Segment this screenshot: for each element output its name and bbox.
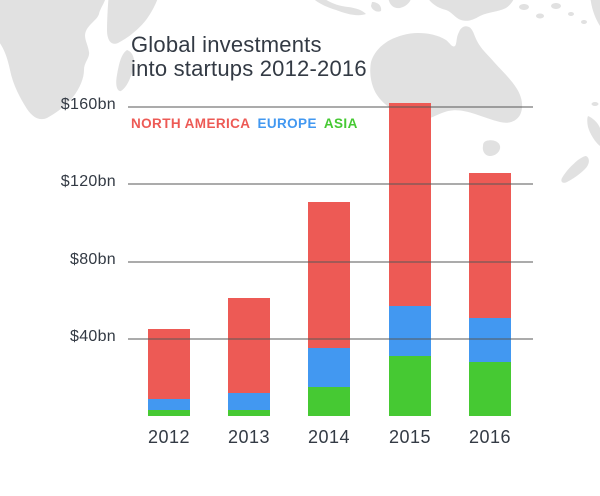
gridline-160bn <box>128 106 533 109</box>
bar-segment-2013-asia <box>228 410 270 416</box>
map-island-dot <box>581 20 587 24</box>
map-new-guinea <box>429 0 514 21</box>
bar-segment-2014-asia <box>308 387 350 416</box>
gridline-40bn <box>128 337 533 340</box>
legend-item-asia: ASIA <box>323 116 358 131</box>
x-axis-label-2016: 2016 <box>468 427 512 447</box>
map-madagascar <box>116 50 135 92</box>
map-island-dot <box>568 12 574 16</box>
chart-legend: NORTH AMERICA EUROPE ASIA <box>131 116 365 131</box>
y-tick-label-120bn: $120bn <box>60 173 116 191</box>
x-axis-label-2013: 2013 <box>227 427 271 447</box>
map-africa <box>0 0 105 120</box>
chart-title: Global investments into startups 2012-20… <box>131 33 367 81</box>
gridline-120bn <box>128 183 533 186</box>
gridline-80bn <box>128 260 533 263</box>
chart-title-line1: Global investments <box>131 32 322 57</box>
y-tick-label-40bn: $40bn <box>70 327 116 345</box>
map-tasmania <box>482 140 501 156</box>
map-arabia <box>107 0 158 44</box>
x-axis-label-2015: 2015 <box>388 427 432 447</box>
map-island-dot <box>551 3 561 9</box>
x-axis-label-2014: 2014 <box>307 427 351 447</box>
map-new-zealand-north <box>587 116 600 146</box>
bar-segment-2012-europe <box>148 398 190 411</box>
map-borneo <box>388 0 411 9</box>
bar-segment-2016-north-america <box>469 172 511 318</box>
legend-item-europe: EUROPE <box>257 116 317 131</box>
bar-segment-2012-asia <box>148 410 190 416</box>
map-right-corner-land <box>590 0 600 26</box>
bar-segment-2014-north-america <box>308 201 350 349</box>
y-tick-label-80bn: $80bn <box>70 250 116 268</box>
map-island-dot <box>519 4 529 10</box>
bar-segment-2015-europe <box>389 306 431 357</box>
bar-segment-2015-north-america <box>389 103 431 307</box>
bar-2016 <box>469 172 511 416</box>
bar-segment-2014-europe <box>308 348 350 388</box>
bar-segment-2012-north-america <box>148 329 190 399</box>
map-australia <box>370 26 523 123</box>
map-indonesia-chain <box>314 0 366 16</box>
x-axis-label-2012: 2012 <box>147 427 191 447</box>
bar-2015 <box>389 103 431 416</box>
map-new-caledonia <box>591 102 599 106</box>
bar-segment-2013-north-america <box>228 298 270 393</box>
map-sulawesi <box>371 2 382 12</box>
legend-item-north-america: NORTH AMERICA <box>131 116 251 131</box>
bar-segment-2015-asia <box>389 356 431 416</box>
bar-segment-2016-asia <box>469 361 511 416</box>
y-tick-label-160bn: $160bn <box>60 96 116 114</box>
bar-2013 <box>228 298 270 416</box>
bar-2012 <box>148 329 190 416</box>
chart-title-line2: into startups 2012-2016 <box>131 56 367 81</box>
bar-segment-2013-europe <box>228 392 270 411</box>
map-new-zealand-south <box>561 156 589 183</box>
map-island-dot <box>536 13 544 19</box>
bar-2014 <box>308 201 350 416</box>
